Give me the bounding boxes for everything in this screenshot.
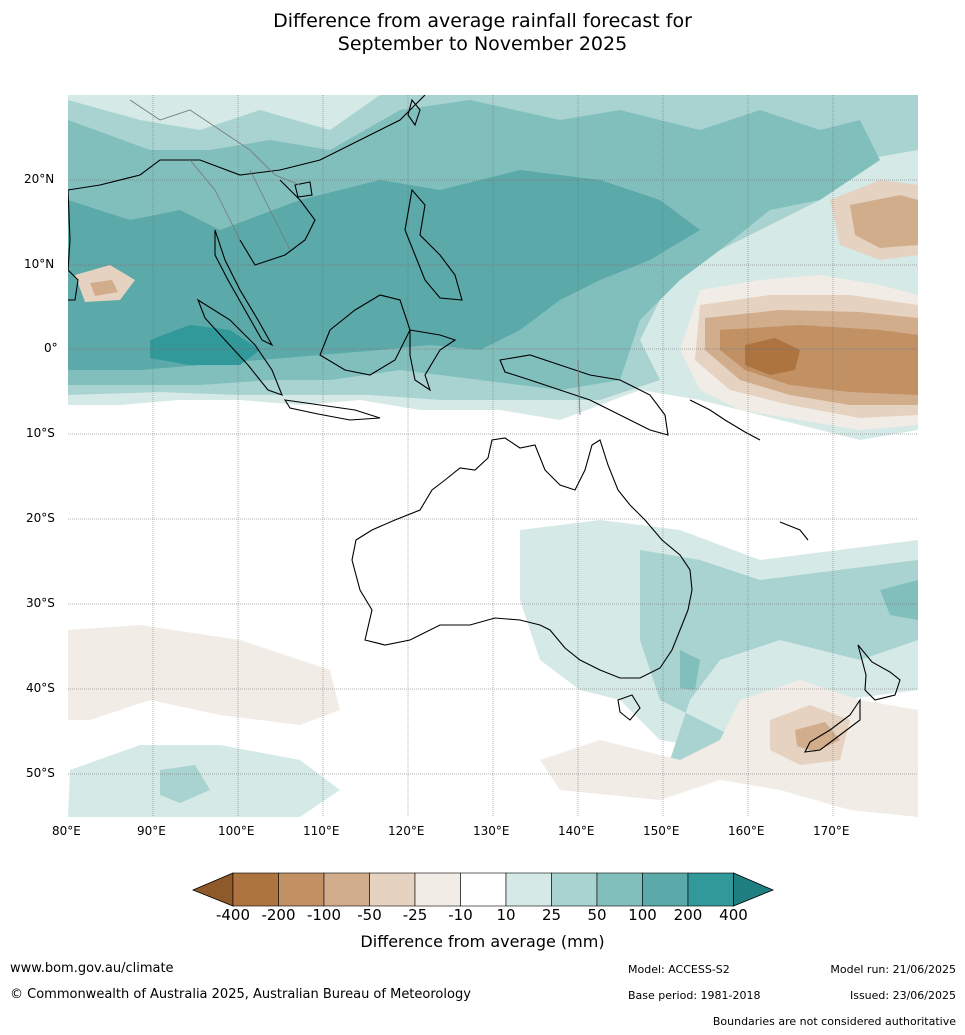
colorbar-tick: 50 <box>587 906 607 924</box>
lat-label: 10°S <box>26 426 55 440</box>
colorbar-tick: 25 <box>541 906 562 924</box>
base-period-text: Base period: 1981-2018 <box>628 989 761 1002</box>
colorbar-tick: -50 <box>357 906 382 924</box>
lat-label: 20°S <box>26 511 55 525</box>
anomaly-dry-ne-pacific-inner <box>850 195 918 248</box>
colorbar-extend-high <box>733 872 775 907</box>
sri-lanka-coastline <box>68 269 79 301</box>
colorbar-swatch <box>414 872 461 907</box>
lon-label: 140°E <box>558 824 595 838</box>
colorbar-swatch <box>323 872 370 907</box>
colorbar-tick: -100 <box>306 906 342 924</box>
colorbar-swatch <box>642 872 689 907</box>
colorbar-tick: -400 <box>215 906 251 924</box>
disclaimer-text: Boundaries are not considered authoritat… <box>712 1015 956 1028</box>
colorbar-swatch <box>460 872 507 907</box>
anomaly-25-50-east-australia <box>640 550 918 760</box>
lat-label: 40°S <box>26 681 55 695</box>
lon-label: 120°E <box>388 824 425 838</box>
philippines-coastline <box>404 188 463 301</box>
colorbar-swatch <box>369 872 416 907</box>
nz-north-island-coastline <box>857 644 901 701</box>
java-coastline <box>283 399 381 421</box>
title-line-2: September to November 2025 <box>337 33 628 55</box>
colorbar-swatch <box>596 872 643 907</box>
lon-label: 100°E <box>218 824 255 838</box>
anomaly-200-400-borneo <box>360 205 440 230</box>
anomaly-100-200-north <box>68 170 700 370</box>
anomaly-25-50-south-indian <box>160 765 210 803</box>
chart-title: Difference from average rainfall forecas… <box>0 10 965 56</box>
lon-label: 170°E <box>813 824 850 838</box>
colorbar-swatch <box>232 872 279 907</box>
anomaly-200-400-equator <box>150 325 260 365</box>
colorbar-swatch <box>551 872 598 907</box>
new-guinea-coastline <box>499 354 669 436</box>
sulawesi-coastline <box>409 329 457 392</box>
anomaly-50-100-east <box>680 580 918 690</box>
rainfall-anomaly-fields <box>68 95 918 817</box>
colorbar-swatch <box>505 872 552 907</box>
copyright-text: © Commonwealth of Australia 2025, Austra… <box>10 987 471 1002</box>
tasmania-coastline <box>617 694 641 721</box>
colorbar-tick: 200 <box>673 906 703 924</box>
colorbar-swatch <box>687 872 734 907</box>
colorbar-extend-low <box>191 872 234 907</box>
indochina-coastline <box>68 95 426 266</box>
country-borders <box>129 99 581 416</box>
lat-label: 20°N <box>24 172 55 186</box>
lon-label: 130°E <box>473 824 510 838</box>
colorbar-tick: 400 <box>719 906 748 924</box>
website-link[interactable]: www.bom.gov.au/climate <box>10 961 174 976</box>
lon-label: 90°E <box>137 824 166 838</box>
map-area <box>68 95 918 817</box>
lon-label: 110°E <box>303 824 340 838</box>
colorbar-swatch <box>278 872 325 907</box>
issued-text: Issued: 23/06/2025 <box>849 989 956 1002</box>
solomon-islands-coastline <box>689 399 809 541</box>
anomaly-dry-india-inner <box>90 280 118 296</box>
malay-peninsula-coastline <box>214 229 274 347</box>
anomaly-dry-south-indian <box>68 625 340 725</box>
lon-label: 150°E <box>643 824 680 838</box>
coastlines <box>68 95 901 753</box>
model-run-text: Model run: 21/06/2025 <box>830 963 956 976</box>
lon-label: 160°E <box>728 824 765 838</box>
sumatra-coastline <box>196 298 283 396</box>
nz-south-island-coastline <box>804 698 861 753</box>
colorbar-tick: -25 <box>402 906 428 924</box>
lat-label: 30°S <box>26 596 55 610</box>
colorbar-tick: 100 <box>628 906 657 924</box>
anomaly-dry-pacific-200-400 <box>745 338 800 375</box>
colorbar-title: Difference from average (mm) <box>360 932 605 951</box>
lat-label: 50°S <box>26 766 55 780</box>
title-line-1: Difference from average rainfall forecas… <box>273 10 692 32</box>
lat-label: 10°N <box>24 257 55 271</box>
lat-label: 0° <box>44 341 58 355</box>
india-coastline <box>68 189 71 271</box>
hainan-coastline <box>294 181 313 198</box>
borneo-coastline <box>319 294 411 376</box>
taiwan-coastline <box>407 98 421 127</box>
colorbar-tick: -10 <box>448 906 473 924</box>
australia-coastline <box>351 437 693 679</box>
colorbar <box>191 872 775 907</box>
lon-label: 80°E <box>52 824 81 838</box>
model-text: Model: ACCESS-S2 <box>628 963 730 976</box>
colorbar-tick: 10 <box>496 906 516 924</box>
colorbar-tick: -200 <box>261 906 296 924</box>
